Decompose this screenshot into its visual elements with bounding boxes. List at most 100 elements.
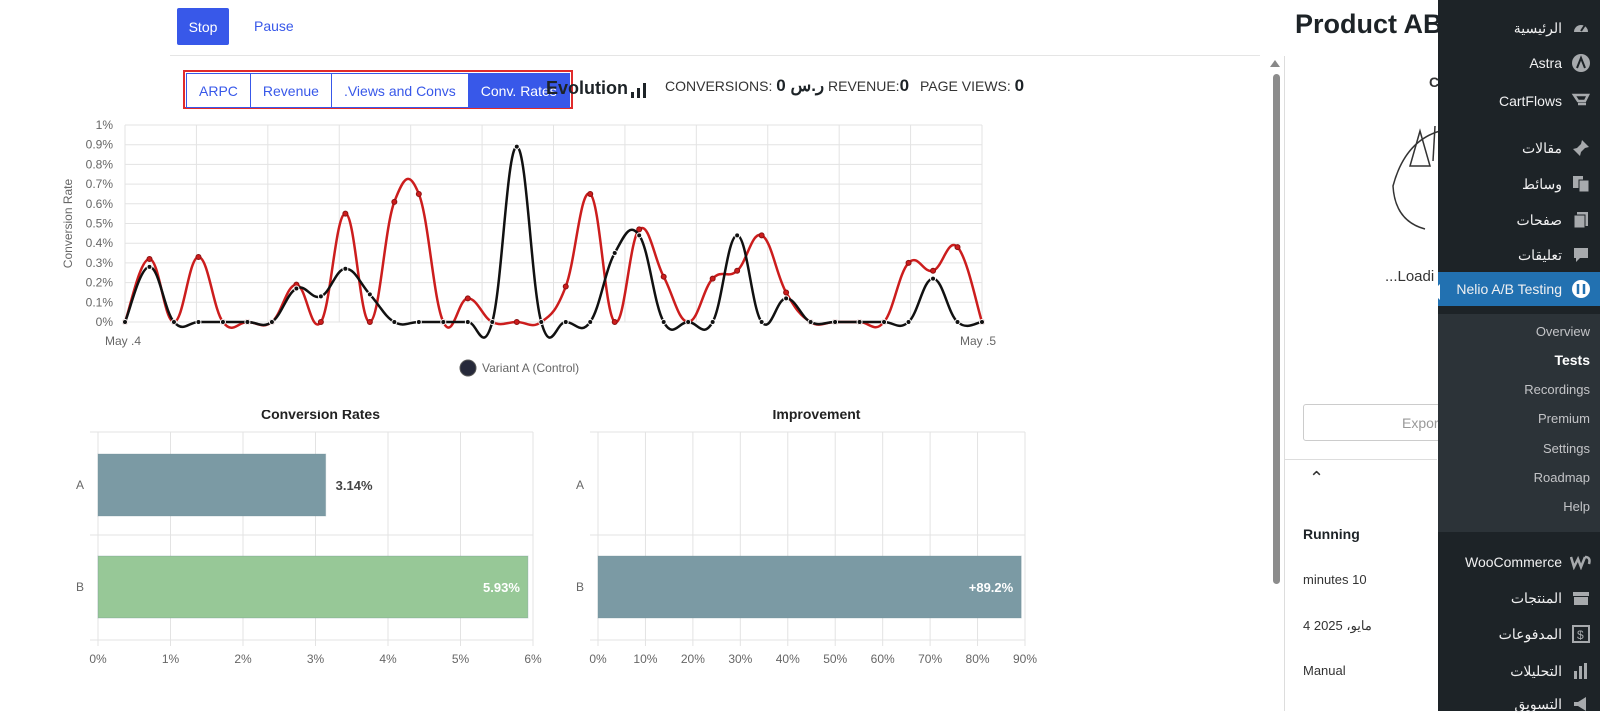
sidebar-item-posts[interactable]: مقالات xyxy=(1438,133,1600,163)
sidebar-item-pages[interactable]: صفحات xyxy=(1438,205,1600,235)
tab-conv-rates[interactable]: Conv. Rates xyxy=(468,73,570,108)
cartflows-icon xyxy=(1570,90,1592,112)
data-point xyxy=(611,250,618,257)
y-category-label: A xyxy=(76,478,84,492)
data-point xyxy=(611,319,618,325)
y-tick-label: 0.2% xyxy=(86,276,114,290)
data-point xyxy=(415,319,422,325)
stop-button[interactable]: Stop xyxy=(177,8,229,45)
x-tick-label: 50% xyxy=(823,652,847,666)
sidebar-item-label: مقالات xyxy=(1521,139,1562,156)
x-tick-label: 0% xyxy=(589,652,607,666)
tab-views-and-convs[interactable]: .Views and Convs xyxy=(331,73,469,108)
data-point xyxy=(440,319,447,325)
submenu-premium[interactable]: Premium xyxy=(1537,411,1590,426)
submenu-help[interactable]: Help xyxy=(1563,499,1590,514)
y-tick-label: 0.6% xyxy=(86,197,114,211)
y-tick-label: 0% xyxy=(96,315,114,329)
data-point xyxy=(195,253,202,260)
y-tick-label: 0.1% xyxy=(86,295,114,309)
sidebar-item-cartflows[interactable]: CartFlows xyxy=(1438,86,1600,116)
data-point xyxy=(244,319,251,325)
sidebar-item-products[interactable]: المنتجات xyxy=(1438,583,1600,613)
data-point xyxy=(122,319,128,325)
submenu-tests[interactable]: Tests xyxy=(1554,352,1590,368)
sidebar-item-marketing[interactable]: التسويق xyxy=(1438,689,1600,719)
improvement-bar-chart: Improvement 0% 10% 20% 30% 40% 50% 60% 70% 80% 90%… xyxy=(576,410,1037,666)
export-label: Expor xyxy=(1402,415,1439,431)
sidebar-item-nelio[interactable]: Nelio A/B Testing xyxy=(1438,272,1600,306)
legend-label: Variant A (Control) xyxy=(482,361,579,375)
nelio-icon xyxy=(1570,278,1592,300)
sidebar-item-woocommerce[interactable]: WooCommerce xyxy=(1438,547,1600,577)
page-title: Product AB xyxy=(1295,9,1443,39)
export-button[interactable]: Expor xyxy=(1303,404,1453,441)
data-point xyxy=(317,319,324,325)
submenu-roadmap[interactable]: Roadmap xyxy=(1533,470,1590,485)
bar-B xyxy=(597,555,1022,619)
bar-B xyxy=(97,555,529,619)
submenu-settings[interactable]: Settings xyxy=(1543,441,1590,456)
data-point xyxy=(366,319,373,325)
tab-arpc[interactable]: ARPC xyxy=(186,73,251,108)
submenu-overview[interactable]: Overview xyxy=(1535,324,1590,339)
bar-chart-title: Conversion Rates xyxy=(261,410,380,422)
x-tick-label: May .4 xyxy=(105,334,141,348)
duration-text: minutes 10 xyxy=(1303,572,1367,587)
sidebar-item-astra[interactable]: Astra xyxy=(1438,48,1600,78)
sidebar-item-label: صفحات xyxy=(1516,211,1562,228)
data-point xyxy=(856,319,863,325)
submenu-recordings[interactable]: Recordings xyxy=(1524,382,1590,397)
sidebar-item-payments[interactable]: المدفوعات $ xyxy=(1438,619,1600,649)
conversion-rate-line-chart: 0% 0.1% 0.2% 0.3% 0.4% 0.5% 0.6% 0.7% 0.8% 0.9% 1%… xyxy=(61,118,996,377)
data-point xyxy=(660,273,667,280)
data-point xyxy=(489,319,496,325)
sidebar-item-home[interactable]: الرئيسية xyxy=(1438,13,1600,43)
x-tick-label: 30% xyxy=(728,652,752,666)
sidebar-item-comments[interactable]: تعليقات xyxy=(1438,240,1600,270)
scrollbar[interactable] xyxy=(1270,58,1282,711)
bar-A xyxy=(97,453,327,517)
pause-button[interactable]: Pause xyxy=(254,18,294,34)
sidebar-item-analytics[interactable]: التحليلات xyxy=(1438,656,1600,686)
data-point xyxy=(587,190,594,197)
y-tick-label: 0.4% xyxy=(86,236,114,250)
sidebar-item-media[interactable]: وسائط xyxy=(1438,169,1600,199)
data-point xyxy=(979,319,985,325)
data-point xyxy=(562,319,569,325)
status-text: Running xyxy=(1303,526,1360,542)
scrollbar-thumb[interactable] xyxy=(1273,74,1280,584)
y-tick-label: 1% xyxy=(96,118,114,132)
bar-data-label: 3.14% xyxy=(336,478,373,493)
page-views-metric: PAGE VIEWS: 0 xyxy=(920,76,1024,96)
data-point xyxy=(268,319,275,325)
conversion-rates-bar-chart: Conversion Rates 0% 1% 2% 3% 4% 5% 6% A 3.14% B 5.9… xyxy=(76,410,542,666)
data-point xyxy=(391,198,398,205)
sidebar-item-label: WooCommerce xyxy=(1465,554,1562,570)
y-tick-label: 0.8% xyxy=(86,157,114,171)
x-tick-label: 10% xyxy=(633,652,657,666)
data-point xyxy=(832,319,839,325)
data-point xyxy=(146,263,153,270)
data-point xyxy=(219,319,226,325)
y-category-label: B xyxy=(576,580,584,594)
tab-revenue[interactable]: Revenue xyxy=(250,73,332,108)
data-point xyxy=(783,289,790,296)
y-tick-label: 0.7% xyxy=(86,177,114,191)
date-text: 4 مايو، 2025 xyxy=(1303,618,1372,633)
data-point xyxy=(905,259,912,266)
page-views-value: 0 xyxy=(1014,76,1025,95)
y-tick-label: 0.3% xyxy=(86,256,114,270)
chevron-up-icon[interactable]: ⌃ xyxy=(1309,468,1325,488)
data-point xyxy=(709,319,716,325)
data-point xyxy=(954,319,961,325)
sidebar-item-label: Astra xyxy=(1529,55,1562,71)
data-point xyxy=(170,319,177,325)
data-point xyxy=(342,210,349,217)
svg-text:$: $ xyxy=(1577,628,1584,642)
x-tick-label: May .5 xyxy=(960,334,996,348)
data-point xyxy=(930,267,937,274)
scroll-up-arrow-icon[interactable] xyxy=(1270,60,1280,67)
sidebar-item-label: تعليقات xyxy=(1517,246,1562,263)
data-point xyxy=(366,291,373,298)
